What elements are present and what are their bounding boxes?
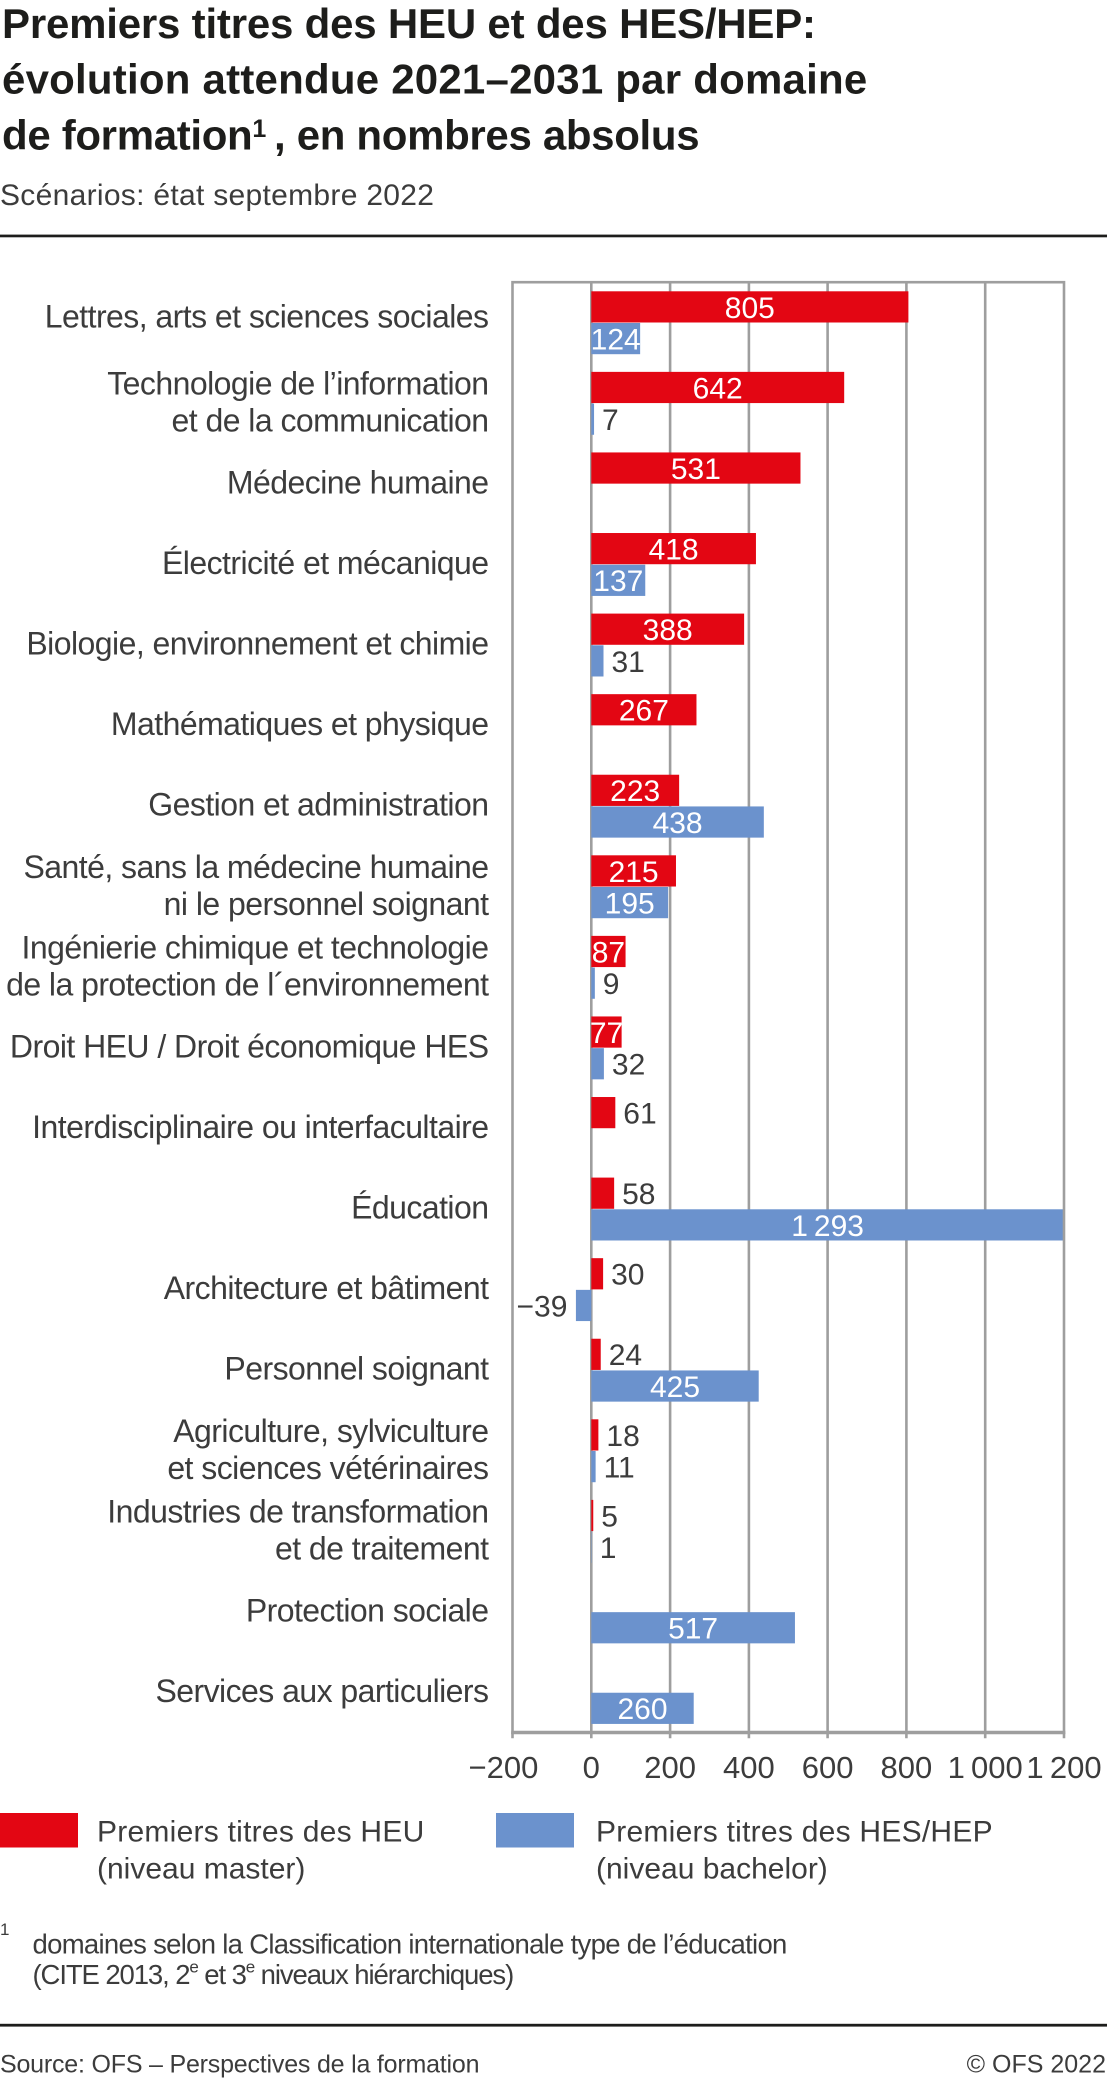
svg-text:30: 30 xyxy=(611,1259,644,1292)
svg-text:ni le personnel soignant: ni le personnel soignant xyxy=(164,886,489,922)
svg-text:517: 517 xyxy=(668,1613,718,1646)
svg-text:137: 137 xyxy=(593,565,643,598)
svg-text:58: 58 xyxy=(622,1178,655,1211)
svg-text:Droit HEU / Droit économique H: Droit HEU / Droit économique HES xyxy=(10,1028,489,1064)
svg-text:18: 18 xyxy=(606,1420,639,1453)
svg-text:et sciences vétérinaires: et sciences vétérinaires xyxy=(167,1450,488,1486)
svg-text:87: 87 xyxy=(592,936,625,969)
svg-text:Mathématiques et physique: Mathématiques et physique xyxy=(111,706,489,742)
svg-text:de la protection de l´environn: de la protection de l´environnement xyxy=(6,966,489,1002)
svg-text:Électricité et mécanique: Électricité et mécanique xyxy=(162,545,489,581)
svg-text:267: 267 xyxy=(619,695,669,728)
svg-text:1: 1 xyxy=(600,1532,617,1565)
svg-text:et de la communication: et de la communication xyxy=(172,402,489,438)
svg-text:77: 77 xyxy=(590,1017,623,1050)
svg-text:31: 31 xyxy=(612,646,645,679)
svg-text:Premiers titres des HEU et des: Premiers titres des HEU et des HES/HEP: xyxy=(2,0,816,47)
svg-text:Source: OFS – Perspectives de: Source: OFS – Perspectives de la formati… xyxy=(0,2051,479,2079)
svg-text:Technologie de l’information: Technologie de l’information xyxy=(107,365,488,401)
svg-text:24: 24 xyxy=(609,1339,642,1372)
svg-text:11: 11 xyxy=(604,1452,635,1485)
svg-text:1 200: 1 200 xyxy=(1026,1750,1101,1785)
svg-text:215: 215 xyxy=(609,856,659,889)
svg-text:7: 7 xyxy=(602,404,619,437)
svg-text:Gestion et administration: Gestion et administration xyxy=(148,787,488,823)
svg-text:domaines selon la Classificati: domaines selon la Classification interna… xyxy=(33,1929,787,1960)
svg-text:0: 0 xyxy=(583,1750,600,1785)
svg-text:Médecine humaine: Médecine humaine xyxy=(227,464,489,500)
svg-text:1 000: 1 000 xyxy=(948,1750,1023,1785)
svg-text:(niveau bachelor): (niveau bachelor) xyxy=(596,1853,828,1886)
svg-text:Protection sociale: Protection sociale xyxy=(246,1592,489,1628)
svg-text:Scénarios: état septembre 2022: Scénarios: état septembre 2022 xyxy=(0,179,434,212)
svg-text:32: 32 xyxy=(612,1049,645,1082)
svg-text:évolution attendue 2021–2031 p: évolution attendue 2021–2031 par domaine xyxy=(2,56,867,103)
svg-text:400: 400 xyxy=(723,1750,775,1785)
svg-text:1 293: 1 293 xyxy=(791,1210,864,1243)
svg-text:800: 800 xyxy=(881,1750,933,1785)
svg-text:de formation1 , en nombres abs: de formation1 , en nombres absolus xyxy=(2,111,699,158)
svg-text:Agriculture, sylviculture: Agriculture, sylviculture xyxy=(173,1413,488,1449)
svg-text:Lettres, arts et sciences soci: Lettres, arts et sciences sociales xyxy=(45,298,489,334)
svg-text:9: 9 xyxy=(603,968,620,1001)
svg-text:Services aux particuliers: Services aux particuliers xyxy=(155,1673,488,1709)
svg-text:600: 600 xyxy=(802,1750,854,1785)
svg-text:Biologie, environnement et chi: Biologie, environnement et chimie xyxy=(26,626,488,662)
svg-text:© OFS 2022: © OFS 2022 xyxy=(967,2051,1106,2079)
svg-text:61: 61 xyxy=(623,1098,656,1131)
svg-text:124: 124 xyxy=(591,324,641,357)
svg-text:Ingénierie chimique et technol: Ingénierie chimique et technologie xyxy=(22,929,489,965)
svg-text:Personnel soignant: Personnel soignant xyxy=(224,1351,489,1387)
svg-text:(niveau master): (niveau master) xyxy=(97,1853,305,1886)
svg-text:531: 531 xyxy=(671,453,721,486)
svg-text:−200: −200 xyxy=(468,1750,538,1785)
svg-text:388: 388 xyxy=(643,614,693,647)
svg-text:195: 195 xyxy=(605,888,655,921)
svg-text:260: 260 xyxy=(617,1693,667,1726)
svg-text:Santé, sans la médecine humain: Santé, sans la médecine humaine xyxy=(23,849,488,885)
svg-text:200: 200 xyxy=(644,1750,696,1785)
svg-text:et de traitement: et de traitement xyxy=(275,1530,489,1566)
svg-text:805: 805 xyxy=(725,292,775,325)
svg-text:223: 223 xyxy=(610,775,660,808)
svg-text:Architecture et bâtiment: Architecture et bâtiment xyxy=(164,1270,489,1306)
svg-text:Éducation: Éducation xyxy=(351,1190,488,1226)
svg-text:Interdisciplinaire ou interfac: Interdisciplinaire ou interfacultaire xyxy=(32,1109,488,1145)
svg-text:642: 642 xyxy=(693,372,743,405)
svg-text:Industries de transformation: Industries de transformation xyxy=(107,1493,488,1529)
svg-text:438: 438 xyxy=(653,807,703,840)
svg-text:Premiers titres des HES/HEP: Premiers titres des HES/HEP xyxy=(596,1816,993,1849)
svg-text:5: 5 xyxy=(601,1500,618,1533)
svg-text:1: 1 xyxy=(0,1920,9,1939)
svg-text:−39: −39 xyxy=(517,1290,568,1323)
svg-text:Premiers titres des HEU: Premiers titres des HEU xyxy=(97,1816,425,1849)
svg-text:(CITE 2013, 2e et 3e niveaux h: (CITE 2013, 2e et 3e niveaux hiérarchiqu… xyxy=(33,1958,514,1991)
svg-text:425: 425 xyxy=(650,1371,700,1404)
svg-text:418: 418 xyxy=(649,534,699,567)
